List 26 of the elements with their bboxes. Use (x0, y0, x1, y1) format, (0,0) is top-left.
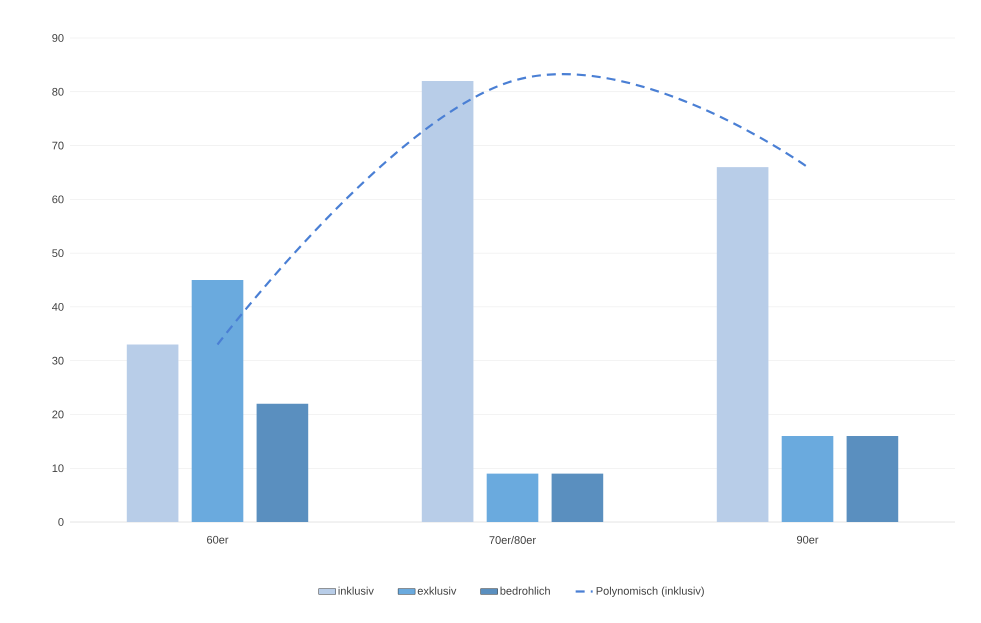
y-tick-label: 10 (52, 464, 64, 472)
legend-label: inklusiv (338, 586, 374, 595)
bar (846, 436, 898, 522)
x-tick-label: 90er (797, 536, 818, 544)
x-tick-label: 70er/80er (490, 536, 536, 544)
y-tick-label: 0 (58, 518, 64, 526)
x-tick-label: 60er (207, 536, 228, 544)
y-tick-label: 20 (52, 410, 64, 418)
y-tick-label: 90 (52, 34, 64, 42)
y-tick-label: 60 (52, 195, 64, 204)
bar (486, 474, 538, 522)
y-tick-label: 40 (52, 302, 64, 311)
bar (126, 344, 178, 522)
legend-label: bedrohlich (500, 586, 550, 595)
bar (716, 167, 768, 522)
y-tick-label: 80 (52, 88, 64, 96)
bar (422, 81, 474, 522)
bar (192, 280, 244, 522)
bar (552, 474, 604, 522)
legend-label: Polynomisch (inklusiv) (596, 586, 704, 597)
bar (256, 404, 308, 522)
y-tick-label: 50 (52, 249, 64, 258)
y-tick-label: 70 (52, 142, 64, 150)
legend-label: exklusiv (418, 586, 456, 595)
y-tick-label: 30 (52, 356, 64, 365)
bar (782, 436, 834, 522)
